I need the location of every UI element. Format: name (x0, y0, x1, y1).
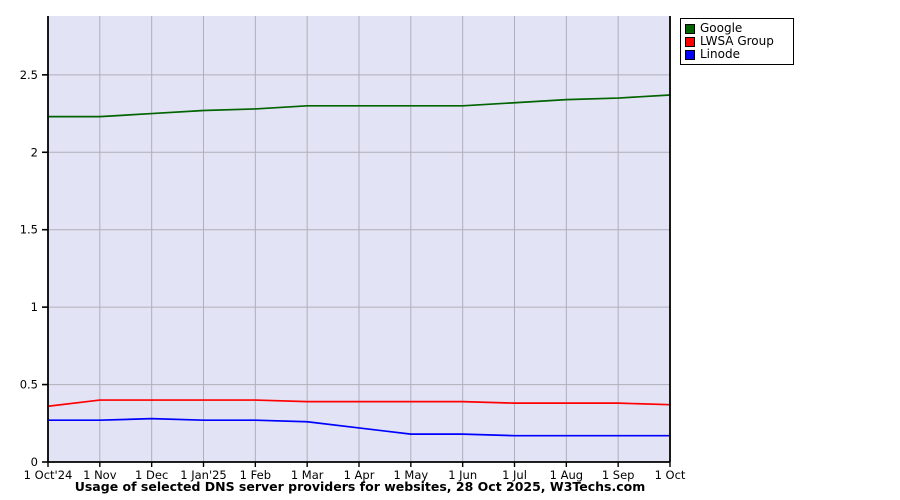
x-tick-label: 1 Feb (240, 468, 271, 482)
x-tick-label: 1 Jul (502, 468, 527, 482)
legend-label-google: Google (700, 21, 743, 35)
legend-swatch-lwsa-group (685, 36, 695, 47)
series-line-linode (47, 417, 671, 437)
x-tick-label: 1 Jan'25 (180, 468, 227, 482)
legend-item-linode: Linode (685, 48, 789, 61)
x-tick-label: 1 Jun (448, 468, 477, 482)
legend-swatch-linode (685, 49, 695, 60)
legend-label-linode: Linode (700, 47, 740, 61)
y-tick-label: 1.5 (20, 223, 38, 237)
y-tick-label: 0 (31, 455, 38, 469)
x-tick-label: 1 May (393, 468, 428, 482)
x-tick-label: 1 Oct'24 (24, 468, 73, 482)
y-tick-label: 2 (31, 145, 38, 159)
x-tick-label: 1 Mar (291, 468, 324, 482)
x-tick-label: 1 Nov (83, 468, 117, 482)
series-line-google (47, 94, 671, 118)
series-line-lwsa-group (47, 399, 671, 408)
x-tick-label: 1 Oct (655, 468, 686, 482)
chart-legend: Google LWSA Group Linode (680, 18, 794, 65)
y-tick-label: 1 (31, 300, 38, 314)
chart-caption: Usage of selected DNS server providers f… (74, 479, 646, 494)
legend-label-lwsa-group: LWSA Group (700, 34, 774, 48)
x-tick-label: 1 Sep (602, 468, 635, 482)
legend-swatch-google (685, 23, 695, 34)
y-tick-label: 0.5 (20, 378, 38, 392)
x-tick-label: 1 Aug (550, 468, 583, 482)
x-tick-label: 1 Dec (135, 468, 168, 482)
y-tick-label: 2.5 (20, 68, 38, 82)
legend-item-google: Google (685, 22, 789, 35)
x-tick-label: 1 Apr (344, 468, 375, 482)
legend-item-lwsa-group: LWSA Group (685, 35, 789, 48)
